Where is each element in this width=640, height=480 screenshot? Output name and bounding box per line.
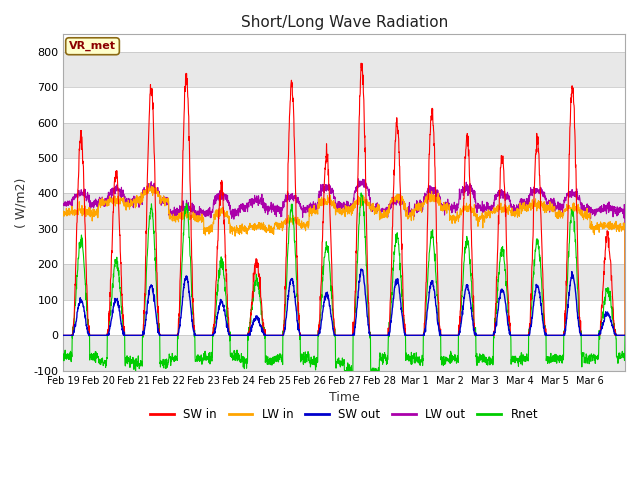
- Bar: [63, 158, 625, 193]
- Title: Short/Long Wave Radiation: Short/Long Wave Radiation: [241, 15, 448, 30]
- X-axis label: Time: Time: [329, 391, 360, 404]
- Bar: [63, 264, 625, 300]
- Bar: [63, 122, 625, 158]
- Legend: SW in, LW in, SW out, LW out, Rnet: SW in, LW in, SW out, LW out, Rnet: [146, 403, 543, 425]
- Bar: [63, 300, 625, 336]
- Y-axis label: ( W/m2): ( W/m2): [15, 177, 28, 228]
- Bar: [63, 336, 625, 371]
- Bar: [63, 87, 625, 122]
- Bar: [63, 52, 625, 87]
- Bar: [63, 229, 625, 264]
- Text: VR_met: VR_met: [69, 41, 116, 51]
- Bar: [63, 193, 625, 229]
